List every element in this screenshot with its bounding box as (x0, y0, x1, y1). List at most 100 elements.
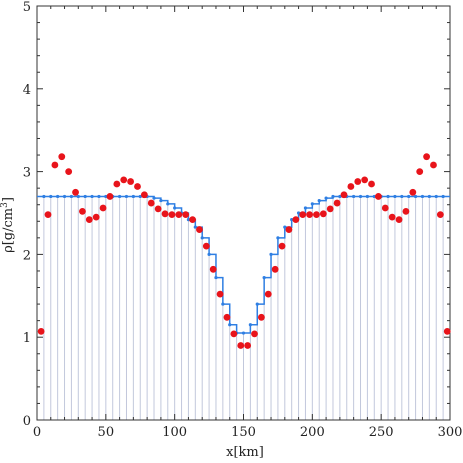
data-point (278, 242, 286, 250)
data-point (154, 205, 162, 213)
step-marker (317, 198, 321, 203)
data-point (333, 199, 341, 207)
data-point (99, 204, 107, 212)
data-point (271, 265, 279, 273)
data-point (340, 191, 348, 199)
data-point (161, 210, 169, 218)
step-marker (255, 302, 259, 306)
data-point (402, 207, 410, 215)
step-marker (69, 194, 74, 199)
data-point (147, 199, 155, 207)
data-point (375, 193, 382, 200)
step-marker (358, 194, 363, 199)
step-marker (310, 202, 314, 206)
step-marker (49, 194, 53, 199)
data-point (58, 153, 66, 161)
data-point (44, 211, 52, 219)
data-point (127, 178, 135, 185)
step-marker (97, 194, 101, 199)
step-marker (124, 194, 129, 199)
step-marker (434, 194, 438, 199)
data-point (140, 191, 148, 199)
data-point (106, 193, 114, 200)
data-point (368, 180, 375, 188)
step-marker (248, 323, 252, 327)
step-marker (296, 211, 301, 215)
data-point (347, 183, 355, 190)
x-tick-label: 150 (231, 425, 256, 440)
data-point (237, 342, 245, 349)
step-marker (131, 194, 135, 199)
data-point (175, 211, 183, 219)
points-series (37, 153, 451, 349)
data-point (251, 330, 258, 338)
x-tick-label: 0 (33, 425, 41, 440)
data-point (65, 168, 73, 176)
step-marker (372, 194, 376, 199)
y-tick-label: 5 (23, 0, 31, 15)
data-point (230, 330, 238, 338)
step-marker (283, 225, 287, 229)
step-marker (331, 194, 335, 199)
y-axis-label-sup: 3 (0, 202, 10, 208)
data-point (92, 213, 100, 221)
data-point (120, 176, 128, 184)
step-marker (138, 194, 142, 199)
step-marker (118, 194, 122, 199)
step-marker (76, 194, 80, 199)
data-point (189, 216, 196, 224)
y-tick-label: 2 (23, 248, 31, 263)
data-point (202, 242, 210, 250)
x-tick-label: 250 (369, 425, 394, 440)
step-marker (200, 236, 204, 240)
step-marker (276, 236, 280, 240)
step-marker (83, 194, 87, 199)
x-tick-label: 200 (300, 425, 325, 440)
data-point (388, 213, 396, 221)
step-marker (365, 194, 369, 199)
step-marker (56, 194, 60, 199)
data-point (257, 313, 265, 321)
step-marker (173, 206, 177, 210)
data-point (313, 211, 320, 219)
data-point (319, 210, 327, 218)
step-marker (193, 225, 197, 229)
step-marker (262, 275, 266, 280)
data-point (409, 188, 417, 196)
data-point (37, 328, 45, 335)
step-marker (352, 194, 356, 199)
data-point (264, 290, 272, 298)
data-point (416, 168, 424, 176)
x-tick-label: 50 (98, 425, 115, 440)
data-point (216, 290, 224, 298)
step-marker (214, 275, 218, 280)
data-point (299, 211, 307, 219)
y-tick-label: 1 (23, 331, 31, 346)
data-point (51, 161, 59, 169)
data-point (430, 161, 437, 169)
step-marker (386, 194, 390, 199)
data-point (306, 211, 313, 219)
data-point (134, 183, 141, 190)
y-tick-label: 3 (23, 166, 31, 181)
data-point (85, 216, 93, 224)
step-marker (166, 202, 170, 206)
step-marker (407, 194, 411, 199)
data-point (361, 176, 369, 184)
step-marker (413, 194, 418, 199)
data-point (395, 216, 403, 224)
x-axis-label: x[km] (226, 445, 264, 460)
labels-layer: x[km] ρ[g/cm3] (0, 197, 264, 460)
x-tick-label: 300 (438, 425, 463, 440)
data-point (79, 207, 86, 215)
step-marker (159, 198, 163, 203)
step-marker (290, 218, 294, 222)
data-point (223, 313, 231, 321)
axes-layer: 0 50 100 150 200 250 300 0 1 2 3 4 5 (23, 0, 463, 440)
step-series (37, 194, 450, 335)
step-marker (207, 252, 211, 256)
step-marker (400, 194, 404, 199)
step-marker (324, 196, 328, 200)
step-marker (427, 194, 431, 199)
